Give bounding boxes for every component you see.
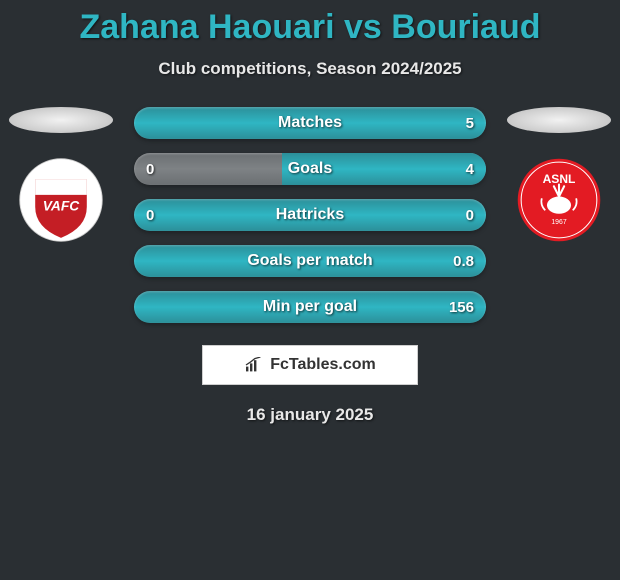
comparison-card: Zahana Haouari vs Bouriaud Club competit… [0,0,620,425]
stat-bar: Matches 5 [134,107,486,139]
svg-text:1967: 1967 [551,219,566,226]
main-row: VAFC Matches 5 0 Goals 4 0 Hattricks 0 Goals per… [0,107,620,323]
subtitle: Club competitions, Season 2024/2025 [0,59,620,79]
stat-bar: 0 Goals 4 [134,153,486,185]
stat-right-value: 156 [449,291,474,323]
stat-right-value: 4 [466,153,474,185]
stat-bar: 0 Hattricks 0 [134,199,486,231]
stat-label: Goals [288,160,332,178]
player-left-column: VAFC [6,107,116,243]
page-title: Zahana Haouari vs Bouriaud [0,8,620,47]
player-right-silhouette [507,107,611,133]
badge-left-text: VAFC [43,198,80,213]
stats-column: Matches 5 0 Goals 4 0 Hattricks 0 Goals per matc… [134,107,486,323]
stat-label: Min per goal [263,298,357,316]
date-line: 16 january 2025 [0,405,620,425]
player-left-silhouette [9,107,113,133]
club-badge-left: VAFC [11,157,111,243]
stat-bar: Goals per match 0.8 [134,245,486,277]
stat-right-value: 0 [466,199,474,231]
stat-right-value: 5 [466,107,474,139]
brand-box[interactable]: FcTables.com [202,345,418,385]
player-right-column: ASNL 1967 [504,107,614,243]
stat-bar: Min per goal 156 [134,291,486,323]
brand-text: FcTables.com [270,356,376,374]
brand-chart-icon [244,357,264,373]
club-badge-right: ASNL 1967 [509,157,609,243]
stat-left-value: 0 [146,199,154,231]
stat-left-value: 0 [146,153,154,185]
stat-right-value: 0.8 [453,245,474,277]
stat-label: Goals per match [247,252,372,270]
stat-label: Matches [278,114,342,132]
stat-label: Hattricks [276,206,344,224]
